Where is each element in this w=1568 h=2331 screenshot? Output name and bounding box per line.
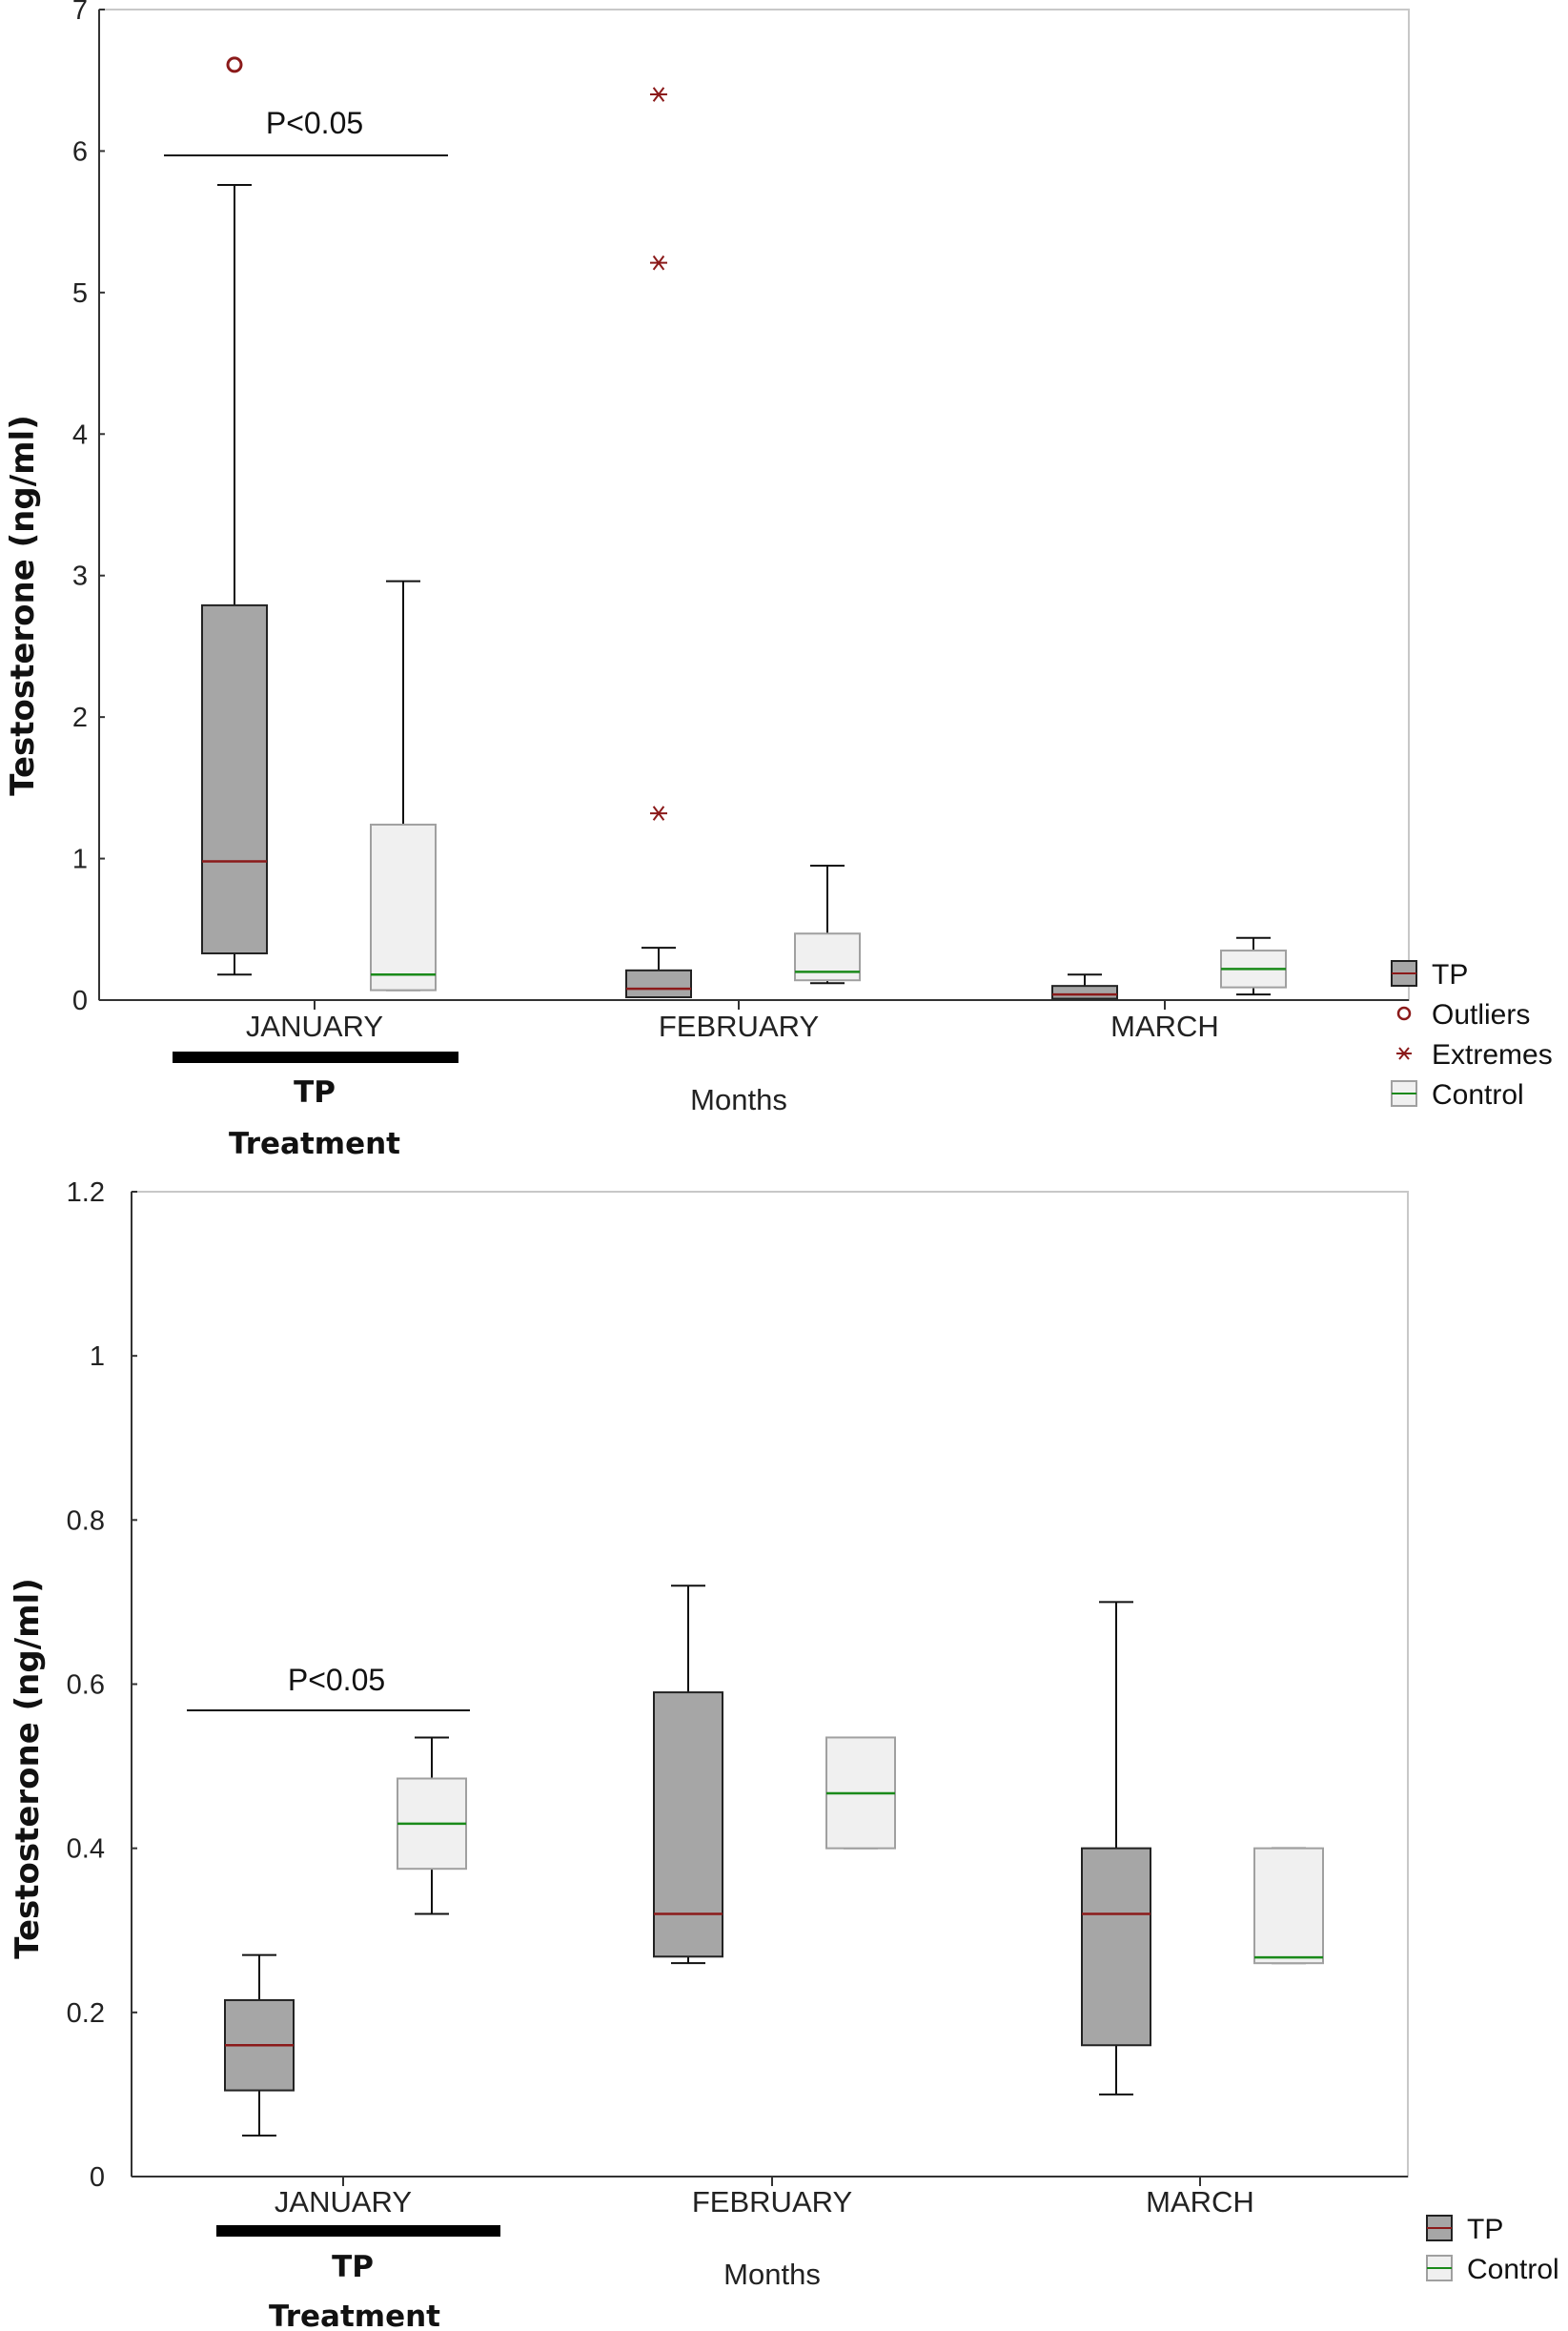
y-axis-title: Testosterone (ng/ml) bbox=[4, 415, 42, 795]
legend: TP Outliers Extremes Control bbox=[1391, 959, 1553, 1111]
y-tick-label: 0.4 bbox=[67, 1834, 105, 1865]
legend-extremes-label: Extremes bbox=[1432, 1039, 1553, 1071]
control-box-january bbox=[370, 580, 437, 992]
y-tick-label: 4 bbox=[72, 419, 88, 450]
x-axis-title: Months bbox=[723, 2258, 821, 2291]
y-tick-label: 0 bbox=[90, 2162, 105, 2193]
iqr-box bbox=[201, 603, 268, 955]
y-tick-label: 3 bbox=[72, 562, 88, 592]
iqr-box bbox=[370, 823, 437, 992]
x-category-label: JANUARY bbox=[246, 1010, 383, 1043]
iqr-box bbox=[1081, 1847, 1151, 2047]
y-tick-label: 1 bbox=[72, 845, 88, 875]
control-box-february bbox=[794, 864, 861, 985]
y-tick-label: 0.2 bbox=[67, 1998, 105, 2029]
legend-outlier-marker bbox=[1396, 1006, 1412, 1021]
y-tick-label: 0.8 bbox=[67, 1505, 105, 1536]
tp-box-january bbox=[201, 184, 268, 976]
x-category-label: JANUARY bbox=[275, 2185, 412, 2219]
x-category-label: MARCH bbox=[1146, 2185, 1254, 2219]
chart-panel-2: 0 0.2 0.4 0.6 0.8 1 1.2 JANUARY FEBRUARY MARCH Tes… bbox=[9, 1177, 1559, 2331]
control-box-january bbox=[397, 1736, 467, 1915]
iqr-box bbox=[1253, 1847, 1324, 1965]
legend-control-label: Control bbox=[1432, 1079, 1524, 1111]
plot-frame bbox=[98, 9, 1410, 1001]
extreme-point bbox=[650, 255, 667, 271]
extreme-point bbox=[650, 87, 667, 102]
legend-control-label: Control bbox=[1467, 2254, 1559, 2285]
x-axis-title: Months bbox=[690, 1083, 787, 1116]
iqr-box bbox=[1051, 985, 1118, 1000]
x-category-label: FEBRUARY bbox=[659, 1010, 819, 1043]
legend-tp-label: TP bbox=[1467, 2214, 1503, 2245]
tp-box-march bbox=[1081, 1601, 1151, 2096]
iqr-box bbox=[625, 969, 692, 999]
y-tick-label: 2 bbox=[72, 703, 88, 733]
treatment-sublabel: Treatment bbox=[269, 2300, 440, 2331]
tp-box-february bbox=[653, 1585, 723, 1965]
y-tick-label: 7 bbox=[72, 0, 88, 26]
legend-outliers-label: Outliers bbox=[1432, 999, 1530, 1031]
y-tick-label: 0 bbox=[72, 986, 88, 1016]
legend-tp-label: TP bbox=[1432, 959, 1468, 991]
legend: TP Control bbox=[1426, 2214, 1559, 2285]
iqr-box bbox=[794, 932, 861, 982]
chart-panel-1: 0 1 2 3 4 5 6 7 JANUARY FEBRUARY MARCH Testosterone… bbox=[4, 0, 1553, 1161]
y-tick-label: 0.6 bbox=[67, 1670, 105, 1701]
x-category-label: MARCH bbox=[1110, 1010, 1219, 1043]
significance-label: P<0.05 bbox=[266, 106, 363, 140]
tp-box-march bbox=[1051, 973, 1118, 1000]
y-tick-label: 1.2 bbox=[67, 1177, 105, 1208]
outlier-point bbox=[226, 56, 243, 73]
control-box-march bbox=[1253, 1847, 1324, 1965]
significance-label: P<0.05 bbox=[288, 1663, 385, 1697]
x-category-label: FEBRUARY bbox=[692, 2185, 852, 2219]
treatment-label: TP bbox=[294, 1075, 336, 1110]
y-tick-label: 5 bbox=[72, 278, 88, 309]
extreme-stroke bbox=[652, 255, 665, 271]
extreme-stroke bbox=[652, 806, 665, 821]
extreme-point bbox=[650, 806, 667, 821]
treatment-sublabel: Treatment bbox=[229, 1127, 400, 1161]
extreme-stroke bbox=[652, 87, 665, 102]
y-axis-title: Testosterone (ng/ml) bbox=[9, 1578, 47, 1958]
tp-box-february bbox=[625, 947, 692, 999]
iqr-box bbox=[653, 1691, 723, 1958]
treatment-label: TP bbox=[332, 2250, 374, 2284]
y-tick-label: 1 bbox=[90, 1341, 105, 1372]
legend-extreme-marker bbox=[1398, 1047, 1410, 1060]
y-tick-label: 6 bbox=[72, 136, 88, 167]
control-box-march bbox=[1220, 936, 1287, 996]
control-box-february bbox=[825, 1736, 896, 1850]
tp-box-january bbox=[224, 1953, 295, 2137]
